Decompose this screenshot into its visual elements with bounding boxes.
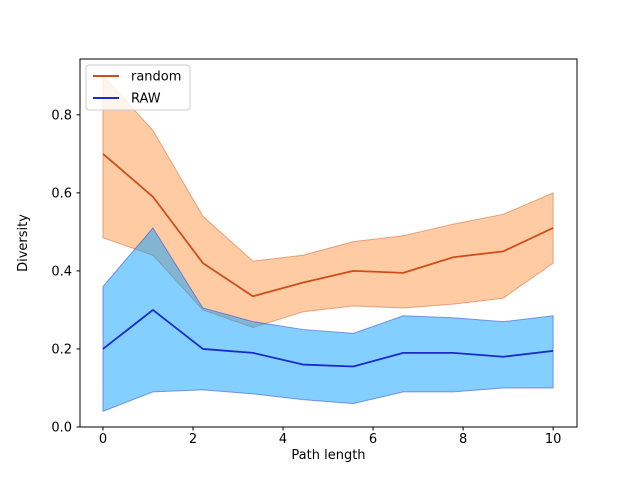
x-tick-label: 10 — [545, 432, 562, 447]
x-tick-label: 0 — [99, 432, 107, 447]
x-tick-label: 4 — [279, 432, 287, 447]
series-RAW-band — [102, 227, 554, 413]
series-RAW-line — [102, 309, 554, 368]
legend-label-RAW: RAW — [131, 92, 161, 107]
legend-label-random: random — [131, 70, 181, 85]
axes-frame — [79, 58, 578, 428]
y-tick-label: 0.8 — [51, 108, 72, 123]
x-tick-label: 2 — [189, 432, 197, 447]
y-axis-label: Diversity — [16, 214, 31, 272]
y-tick-label: 0.0 — [51, 421, 72, 436]
y-tick-label: 0.6 — [51, 186, 72, 201]
y-tick-label: 0.2 — [51, 342, 72, 357]
x-axis-label: Path length — [291, 448, 365, 463]
series-random-line — [102, 153, 554, 298]
y-tick-label: 0.4 — [51, 264, 72, 279]
x-tick-label: 6 — [369, 432, 377, 447]
x-tick-label: 8 — [459, 432, 467, 447]
